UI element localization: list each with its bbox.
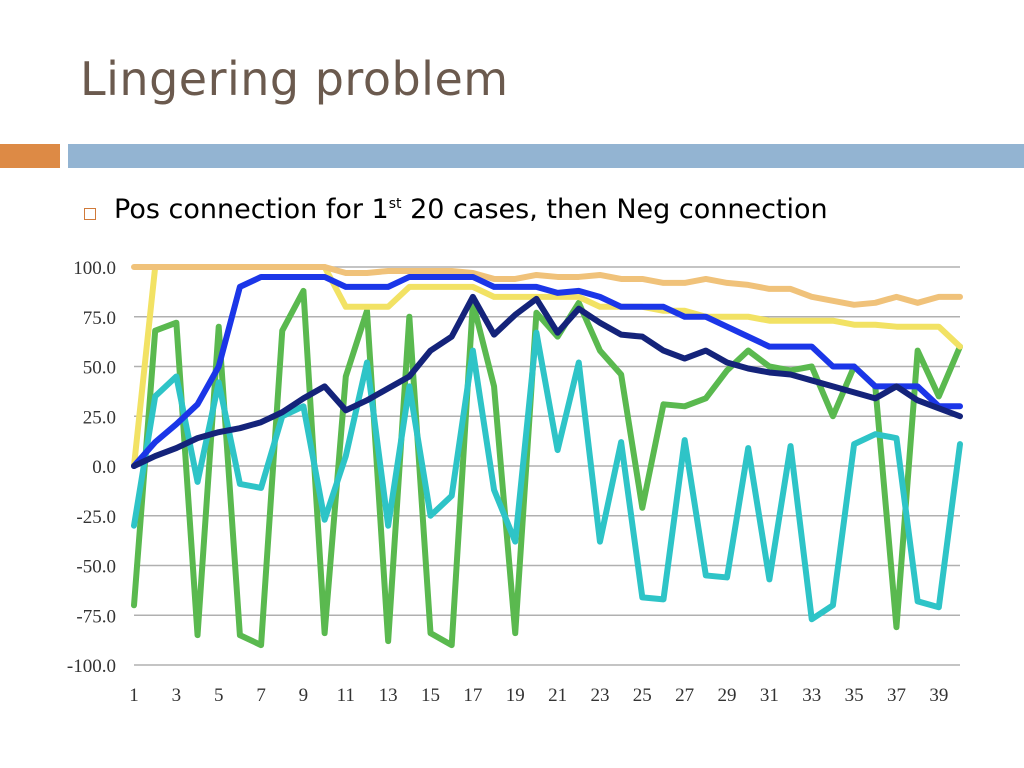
slide-title: Lingering problem (80, 52, 509, 106)
series-line-4 (131, 264, 963, 308)
y-axis-ticks: 100.0 75.0 50.0 25.0 0.0 -25.0 -50.0 -75.0 -100.… (67, 258, 116, 677)
bullet-text: Pos connection for 1st 20 cases, then Ne… (114, 194, 828, 225)
y-tick-label: 50.0 (83, 358, 116, 379)
series-lines (131, 264, 963, 649)
y-tick-label: -75.0 (76, 606, 116, 627)
y-tick-label: 25.0 (83, 407, 116, 428)
y-tick-label: -25.0 (76, 507, 116, 528)
x-tick-label: 9 (299, 685, 309, 706)
x-tick-label: 29 (718, 685, 737, 706)
series-line-6 (131, 293, 963, 469)
y-tick-label: -100.0 (67, 656, 116, 677)
bullet-item: Pos connection for 1st 20 cases, then Ne… (84, 194, 828, 225)
x-tick-label: 21 (548, 685, 567, 706)
y-tick-label: -50.0 (76, 557, 116, 578)
x-tick-label: 35 (845, 685, 864, 706)
x-axis-ticks: 1 3 5 7 9 11 13 15 17 19 21 23 25 27 29 31 33 35 37 39 (129, 685, 948, 706)
square-bullet-icon (84, 208, 96, 220)
x-tick-label: 39 (929, 685, 948, 706)
x-tick-label: 17 (463, 685, 482, 706)
x-tick-label: 23 (590, 685, 609, 706)
x-tick-label: 37 (887, 685, 906, 706)
x-tick-label: 25 (633, 685, 652, 706)
series-line-5 (131, 273, 963, 469)
bullet-text-post: 20 cases, then Neg connection (401, 194, 828, 225)
bullet-text-sup: st (388, 196, 402, 212)
bullet-text-pre: Pos connection for 1 (114, 194, 389, 225)
accent-bar-orange (0, 144, 60, 168)
x-tick-label: 33 (802, 685, 821, 706)
y-tick-label: 75.0 (83, 308, 116, 329)
x-tick-label: 19 (506, 685, 525, 706)
accent-bar-blue (68, 144, 1024, 168)
series-line-2 (131, 329, 963, 623)
y-tick-label: 100.0 (73, 258, 116, 279)
x-tick-label: 31 (760, 685, 779, 706)
x-tick-label: 13 (379, 685, 398, 706)
x-tick-label: 3 (172, 685, 182, 706)
x-tick-label: 5 (214, 685, 224, 706)
x-tick-label: 1 (129, 685, 139, 706)
series-line-1 (131, 287, 963, 649)
x-tick-label: 15 (421, 685, 440, 706)
x-tick-label: 27 (675, 685, 694, 706)
x-tick-label: 11 (337, 685, 355, 706)
y-tick-label: 0.0 (92, 457, 116, 478)
x-tick-label: 7 (256, 685, 266, 706)
